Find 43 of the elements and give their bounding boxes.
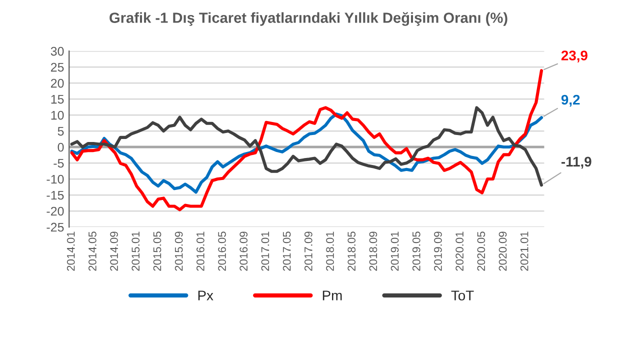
data-label: 23,9 [561, 50, 588, 62]
x-tick-label: 2021.01 [520, 232, 528, 271]
y-tick-label: 0 [58, 142, 64, 152]
x-tick-label: 2017.01 [261, 232, 270, 271]
x-tick-label: 2017.05 [282, 232, 291, 271]
y-tick-label: -20 [46, 206, 64, 216]
line-series [70, 69, 544, 212]
x-tick-label: 2020.09 [498, 232, 507, 271]
x-tick-label: 2016.01 [196, 232, 204, 271]
y-tick-label: 5 [58, 126, 64, 136]
y-tick-label: 15 [51, 94, 64, 104]
legend-label: ToT [451, 290, 474, 300]
x-tick-label: 2020.01 [456, 232, 464, 271]
line-series [70, 106, 544, 187]
y-tick-label: -5 [54, 158, 64, 168]
x-tick-label: 2015.01 [132, 232, 140, 271]
data-label: -11,9 [561, 156, 592, 169]
y-tick-label: 30 [50, 46, 64, 56]
y-tick-label: 25 [50, 62, 64, 72]
legend-label: Pm [322, 290, 342, 300]
y-tick-label: 10 [51, 110, 64, 120]
x-tick-label: 2019.09 [434, 232, 442, 271]
x-tick-label: 2017.09 [304, 232, 312, 271]
x-tick-label: 2018.09 [369, 232, 378, 271]
x-tick-label: 2019.01 [390, 232, 399, 271]
x-tick-label: 2016.09 [240, 232, 248, 271]
data-label: 9,2 [561, 94, 580, 107]
legend-label: Px [198, 290, 214, 300]
y-tick-label: -10 [46, 174, 64, 184]
y-tick-label: 20 [50, 78, 64, 88]
x-tick-label: 2014.01 [66, 232, 75, 271]
x-tick-label: 2015.09 [174, 232, 183, 271]
x-tick-label: 2020.05 [477, 232, 486, 271]
chart-title: Grafik -1 Dış Ticaret fiyatlarındaki Yıllık Değişim Oranı (%) [110, 12, 508, 26]
y-tick-label: -15 [46, 190, 64, 200]
x-tick-label: 2014.09 [110, 232, 118, 271]
x-tick-label: 2019.05 [412, 232, 420, 271]
x-tick-label: 2014.05 [88, 232, 96, 271]
x-tick-label: 2015.05 [153, 232, 162, 271]
x-tick-label: 2016.05 [218, 232, 226, 271]
x-tick-label: 2018.05 [348, 232, 356, 271]
x-tick-label: 2018.01 [326, 232, 334, 271]
y-tick-label: -25 [46, 222, 64, 232]
